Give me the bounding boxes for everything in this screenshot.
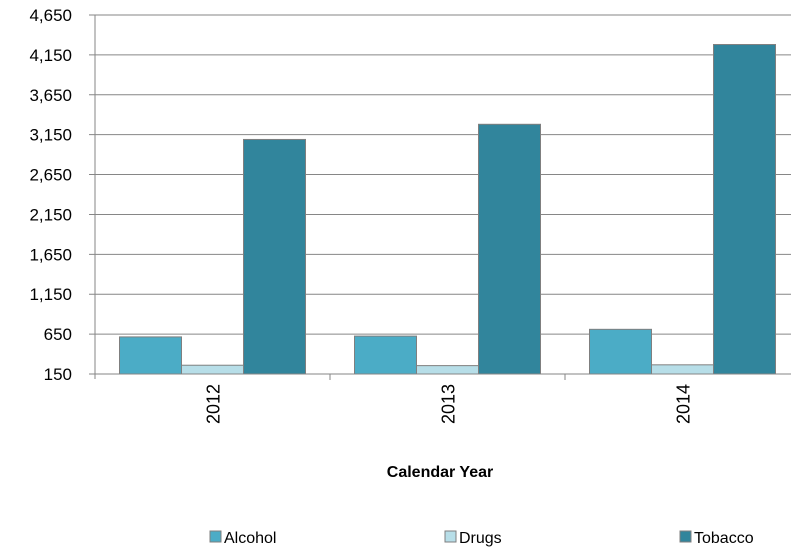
- bar-alcohol-2013: [354, 335, 417, 375]
- x-axis-title: Calendar Year: [387, 464, 493, 481]
- y-tick-label: 1,650: [29, 245, 72, 264]
- legend-label-alcohol: Alcohol: [224, 530, 276, 547]
- y-tick-label: 2,650: [29, 166, 72, 185]
- x-axis-tick-labels: 2012 2013 2014: [204, 384, 694, 424]
- y-tick-label: 4,650: [29, 6, 72, 25]
- legend-swatch-drugs: [444, 530, 457, 543]
- bar-drugs-2012: [181, 364, 244, 375]
- bar-drugs-2013: [416, 365, 479, 375]
- y-axis-tick-labels: 150 650 1,150 1,650 2,150 2,650 3,150 3,650 4,15…: [29, 6, 72, 384]
- y-tick-label: 3,650: [29, 86, 72, 105]
- y-tick-label: 4,150: [29, 46, 72, 65]
- bars: [119, 44, 776, 375]
- bar-alcohol-2014: [589, 328, 652, 375]
- legend-swatch-tobacco: [679, 530, 692, 543]
- y-tick-label: 2,150: [29, 205, 72, 224]
- legend-swatch-alcohol: [209, 530, 222, 543]
- legend-label-drugs: Drugs: [459, 530, 502, 547]
- y-tick-label: 150: [44, 365, 72, 384]
- x-tick-label: 2012: [204, 384, 224, 424]
- x-tick-label: 2014: [674, 384, 694, 424]
- x-tick-label: 2013: [439, 384, 459, 424]
- legend: Alcohol Drugs Tobacco: [209, 530, 754, 547]
- bar-tobacco-2013: [478, 123, 541, 375]
- bar-tobacco-2014: [713, 44, 776, 375]
- bar-alcohol-2012: [119, 336, 182, 375]
- bar-drugs-2014: [651, 364, 714, 375]
- y-tick-label: 3,150: [29, 126, 72, 145]
- bar-tobacco-2012: [243, 138, 306, 375]
- gridlines: [89, 14, 791, 375]
- legend-label-tobacco: Tobacco: [694, 530, 754, 547]
- axes: [94, 15, 791, 380]
- y-tick-label: 1,150: [29, 285, 72, 304]
- y-tick-label: 650: [44, 325, 72, 344]
